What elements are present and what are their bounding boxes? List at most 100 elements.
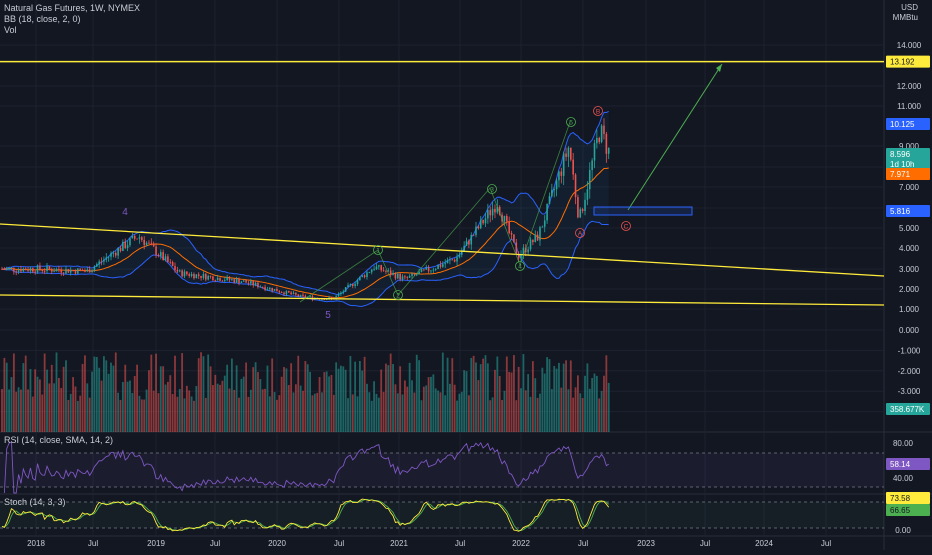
candle-body [539,227,541,241]
stoch-legend[interactable]: Stoch (14, 3, 3) [4,497,66,507]
candle-body [261,286,264,288]
wave-label-circle [393,290,403,300]
candle-body [404,276,406,278]
volume-bar [17,387,20,432]
candle-body [91,270,93,273]
volume-bar [501,399,503,432]
candle-body [434,268,437,270]
volume-bar [539,393,541,432]
volume-bar [361,370,364,432]
x-tick-label: Jul [334,539,344,548]
volume-bar [214,374,217,432]
volume-bar [266,365,269,432]
candle-body [20,269,22,272]
candle-body [240,281,243,284]
candle-body [479,219,482,229]
candle-body [522,247,525,255]
candle-body [295,292,297,295]
candle-body [266,289,269,290]
candle-body [368,272,371,274]
candle-body [394,273,397,279]
candle-body [489,210,492,216]
volume-bar [176,396,179,432]
volume-bar [586,363,589,432]
candle-body [477,226,480,229]
candle-body [278,291,281,293]
volume-bar [304,361,307,432]
volume-bar [15,391,18,432]
volume-bar [10,377,13,432]
candle-body [50,269,53,272]
volume-bar [114,352,117,432]
candle-body [482,219,484,224]
candle-body [264,287,266,290]
candle-body [39,265,41,270]
volume-bar [84,355,86,432]
stoch-d-tag-bg [886,504,930,516]
volume-bar [434,388,437,432]
candle-body [562,153,565,176]
volume-bar [382,391,385,432]
volume-bar [100,380,103,432]
candle-body [605,133,608,154]
candle-body [48,266,51,270]
volume-bar [370,400,373,432]
volume-bar [81,363,84,432]
price-tag-bb-upper-bg [886,118,930,130]
candle-body [340,292,342,294]
volume-bar [489,400,492,432]
candle-body [93,266,96,271]
candle-body [162,252,164,261]
y-tick-label: 12.000 [897,82,922,91]
volume-bar [484,355,487,432]
candle-body [543,220,546,227]
candle-body [60,270,63,273]
price-tag-last-bg [886,148,930,160]
volume-bar [491,397,494,432]
candle-body [81,269,84,271]
candle-body [186,271,188,275]
y-tick-label: 9.000 [899,142,920,151]
candle-body [373,269,375,270]
bb-basis [1,167,609,299]
volume-bar [46,369,48,432]
candle-body [444,263,446,265]
volume-bar [57,378,60,432]
volume-bar [351,394,354,432]
wave-label: C [624,224,629,231]
volume-bar [36,376,39,432]
volume-bar [415,354,418,432]
candle-body [603,125,605,134]
volume-bar [522,354,525,432]
candle-body [159,252,162,256]
candle-body [607,147,610,154]
symbol-title[interactable]: Natural Gas Futures, 1W, NYMEX [4,3,141,13]
volume-bar [313,393,316,432]
candle-body [72,270,74,271]
volume-bar [354,361,357,432]
candle-body [468,240,470,245]
candle-body [600,125,603,143]
volume-bar [12,353,15,432]
volume-bar [579,393,582,432]
candle-body [584,199,586,212]
candle-body [311,296,314,300]
candle-body [77,268,79,274]
y-tick-label: 1.000 [899,305,920,314]
candle-body [389,270,392,275]
rsi-legend[interactable]: RSI (14, close, SMA, 14, 2) [4,435,114,445]
x-tick-label: 2019 [147,539,165,548]
candle-body [439,264,442,267]
candle-body [551,189,553,197]
volume-bar [240,378,243,432]
volume-indicator-label[interactable]: Vol [4,25,17,35]
bb-indicator-label[interactable]: BB (18, close, 2, 0) [4,14,81,24]
y-tick-label: 2.000 [899,285,920,294]
candle-body [363,275,366,278]
candle-body [534,234,537,243]
wave-label: 3 [490,187,494,194]
candle-body [513,234,515,243]
candle-body [22,268,25,272]
